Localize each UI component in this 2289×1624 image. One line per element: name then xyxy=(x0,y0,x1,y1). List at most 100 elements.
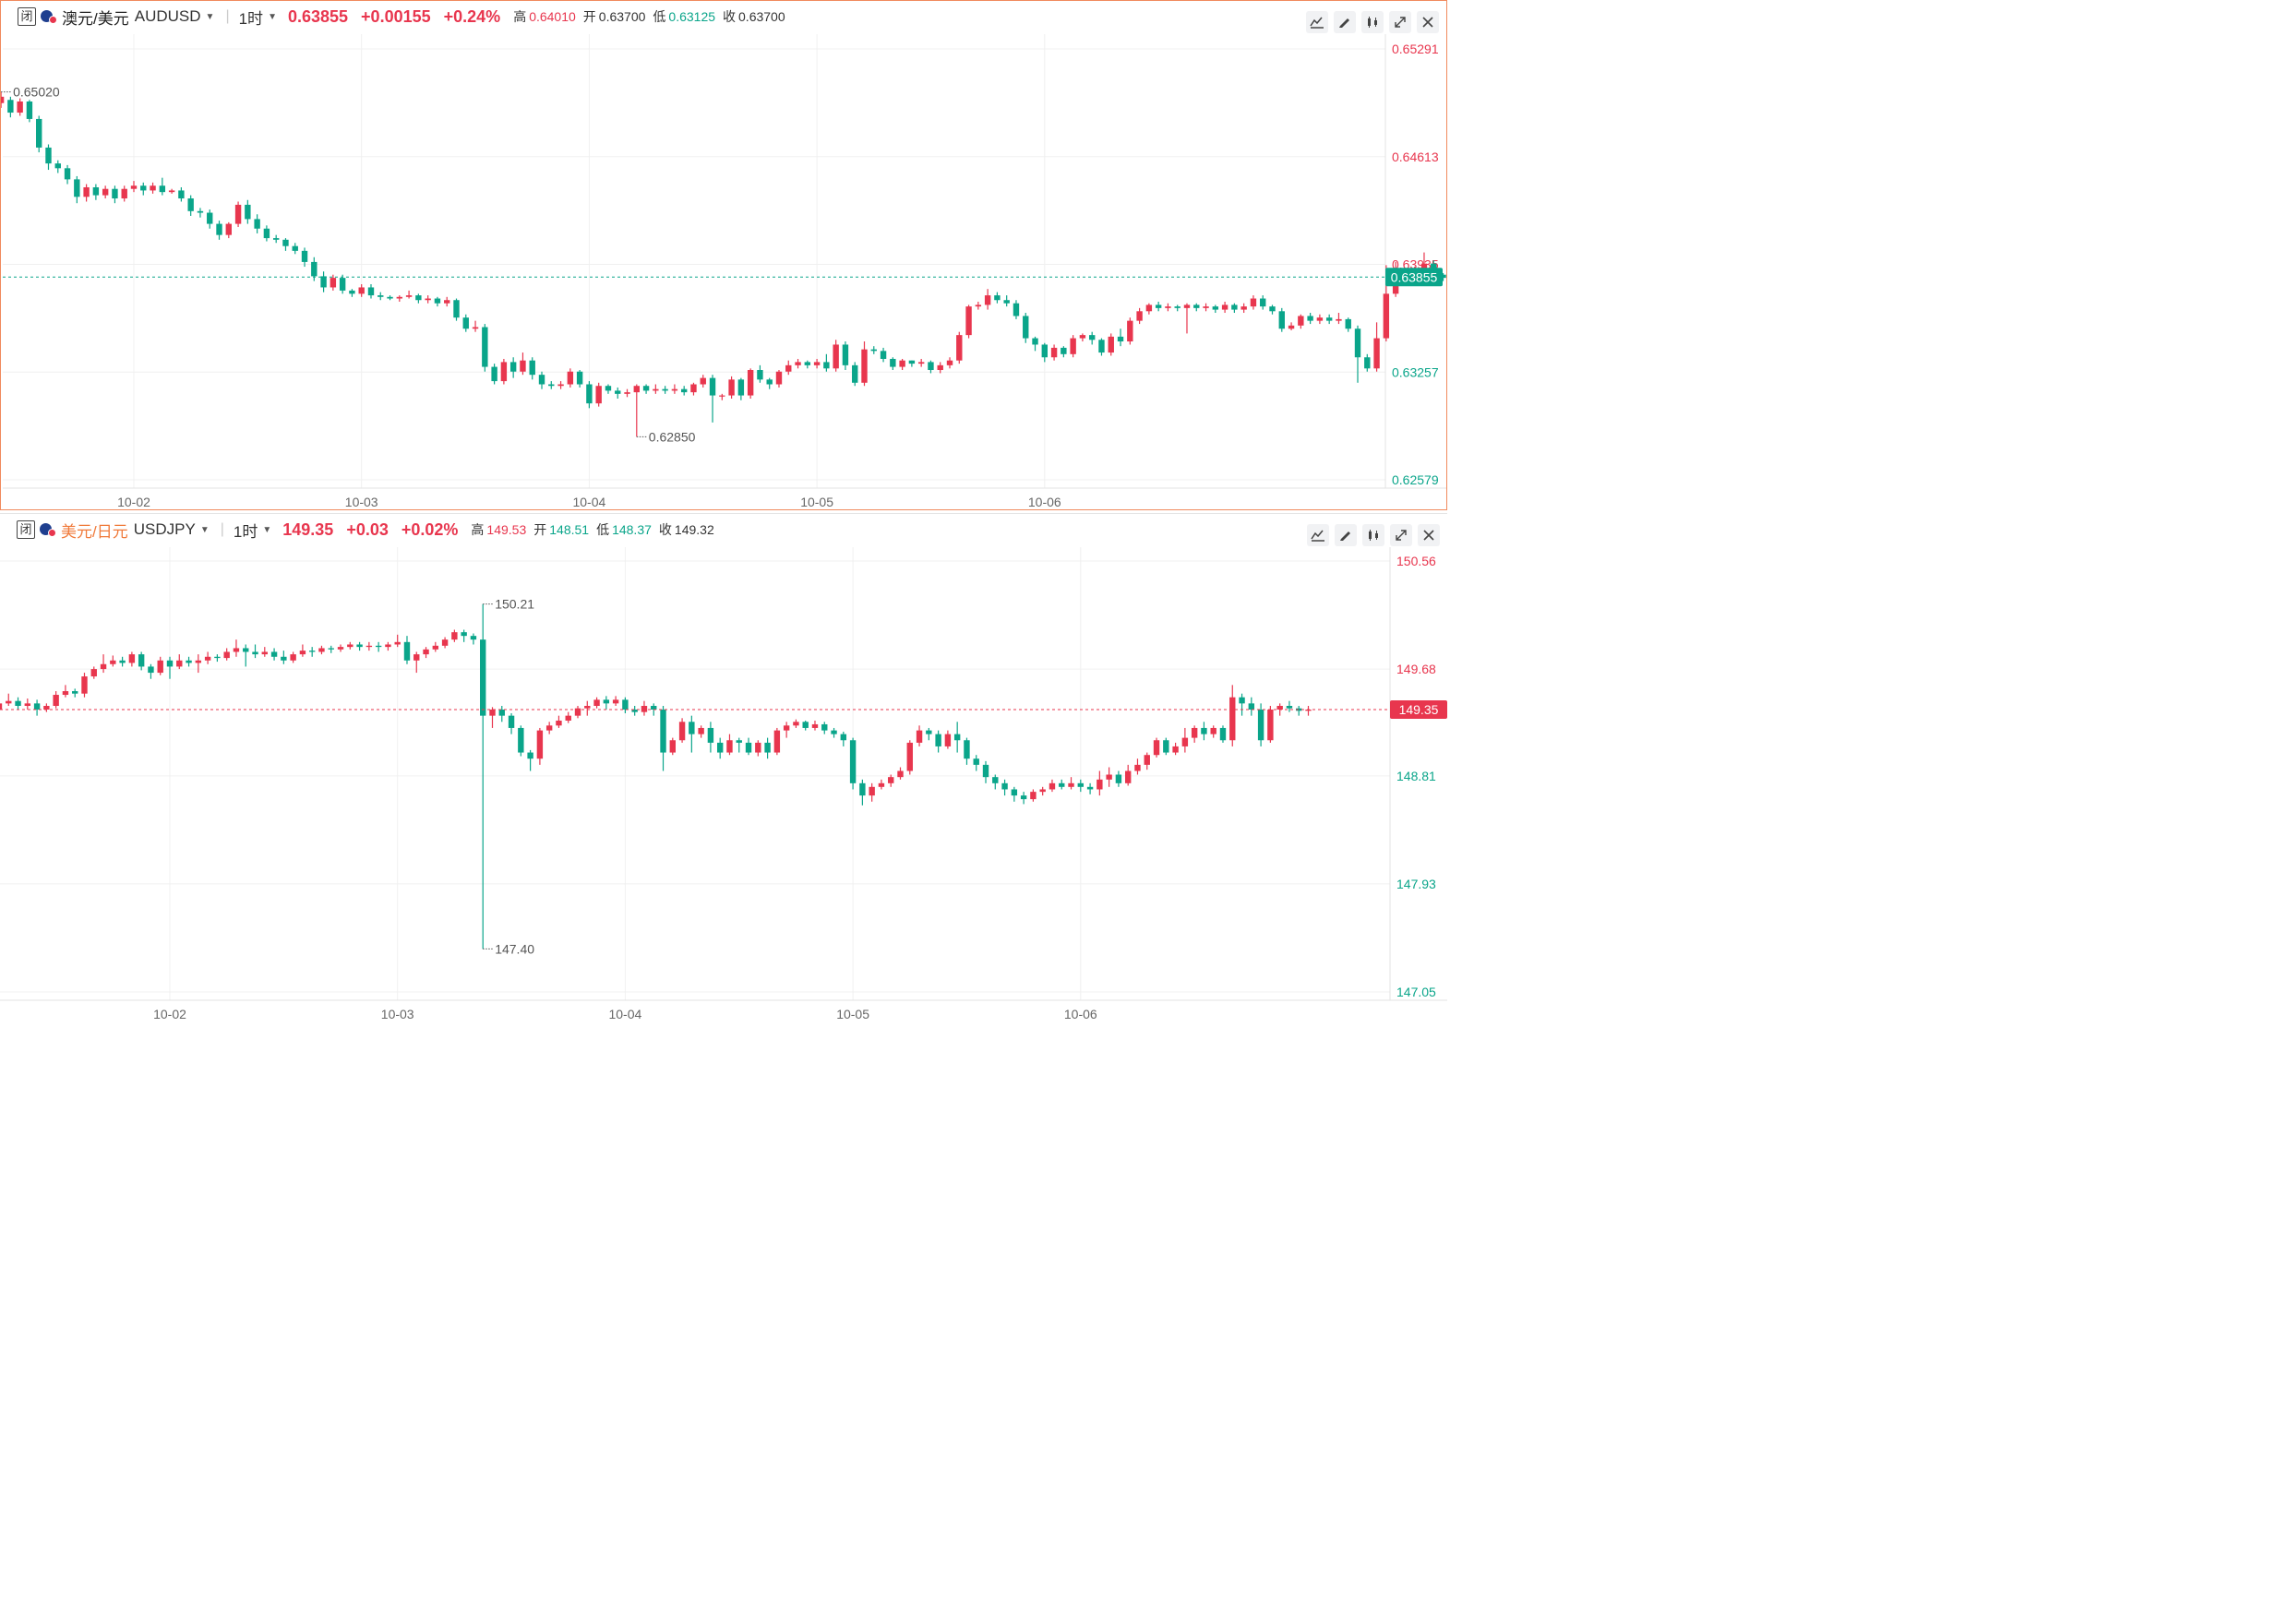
expand-icon[interactable] xyxy=(1390,524,1412,546)
candle-body xyxy=(1286,705,1293,709)
usdjpy-candlestick-chart[interactable]: 150.56 149.68 148.81 147.93 147.05 10-02 10-03… xyxy=(0,514,1447,1028)
candle-body xyxy=(339,278,346,291)
candle-body xyxy=(859,782,866,796)
candle-body xyxy=(498,709,505,716)
candle-body xyxy=(491,366,497,382)
candle xyxy=(1153,737,1160,758)
pair-dropdown-icon[interactable]: ▼ xyxy=(199,524,210,535)
candle-body xyxy=(1383,293,1390,339)
candle xyxy=(1345,317,1351,332)
candle-body xyxy=(747,370,754,396)
candle-body xyxy=(462,317,469,329)
candle-body xyxy=(937,364,943,371)
candle xyxy=(631,705,638,716)
candle xyxy=(1250,295,1257,310)
close-icon[interactable] xyxy=(1418,524,1440,546)
candle-body xyxy=(1115,774,1122,783)
candle xyxy=(356,641,363,651)
candle xyxy=(785,360,792,376)
candle-body xyxy=(1325,317,1333,321)
candle-body xyxy=(378,295,384,297)
candle-body xyxy=(112,188,118,199)
candle-body xyxy=(216,223,222,235)
candle xyxy=(498,705,505,722)
candle xyxy=(53,691,59,709)
compare-icon[interactable] xyxy=(1362,524,1384,546)
candle-body xyxy=(415,295,422,301)
candle-body xyxy=(441,639,449,646)
candle-body xyxy=(545,725,553,731)
candle-body xyxy=(707,727,714,743)
candle-body xyxy=(1181,737,1189,746)
pair-name[interactable]: 澳元/美元 xyxy=(62,9,129,28)
candle-body xyxy=(311,261,318,277)
close-icon[interactable] xyxy=(1417,11,1439,33)
candle xyxy=(375,641,382,652)
candle xyxy=(121,185,127,202)
candle-body xyxy=(43,705,50,710)
candle-body xyxy=(272,238,280,240)
candle-body xyxy=(299,651,306,655)
candle xyxy=(795,358,801,369)
candle-body xyxy=(821,723,828,731)
expand-icon[interactable] xyxy=(1389,11,1411,33)
candle-body xyxy=(574,708,581,716)
candle xyxy=(622,697,629,713)
candle xyxy=(204,651,211,664)
draw-icon[interactable] xyxy=(1335,524,1357,546)
indicator-icon[interactable] xyxy=(1307,524,1329,546)
candle-body xyxy=(965,306,972,336)
candle xyxy=(1229,685,1236,746)
candle xyxy=(1061,346,1067,358)
candle-body xyxy=(157,660,163,674)
candle xyxy=(1239,693,1245,716)
last-price: 0.63855 xyxy=(287,6,349,26)
candle-body xyxy=(64,168,71,180)
period-dropdown-icon[interactable]: ▼ xyxy=(268,11,277,22)
candle xyxy=(1288,322,1295,330)
candle xyxy=(965,304,972,339)
audusd-candlestick-chart[interactable]: 0.652910.646130.639350.632570.6257910-02… xyxy=(1,1,1446,509)
draw-icon[interactable] xyxy=(1334,11,1356,33)
candle xyxy=(378,292,384,301)
pair-code[interactable]: AUDUSD xyxy=(134,7,201,25)
candle xyxy=(245,199,251,224)
candle xyxy=(859,779,866,806)
candle-body xyxy=(1193,304,1200,308)
candle xyxy=(1336,313,1342,325)
period-select[interactable]: 1时 xyxy=(233,522,258,541)
candle xyxy=(1181,727,1189,753)
candle xyxy=(444,296,450,307)
candle-body xyxy=(53,695,59,706)
candle-body xyxy=(1079,335,1086,339)
candle xyxy=(603,696,610,710)
candle xyxy=(1305,705,1312,716)
candle xyxy=(755,740,761,757)
candle-body xyxy=(953,734,961,741)
candle-body xyxy=(605,386,612,391)
indicator-icon[interactable] xyxy=(1306,11,1328,33)
candle-body xyxy=(83,186,90,197)
candle xyxy=(1163,737,1169,756)
candle xyxy=(700,375,706,388)
candle xyxy=(472,320,479,332)
period-select[interactable]: 1时 xyxy=(238,9,264,28)
last-price-tag-label: 0.63855 xyxy=(1391,269,1438,284)
pair-name[interactable]: 美元/日元 xyxy=(61,522,128,541)
pair-dropdown-icon[interactable]: ▼ xyxy=(205,11,215,22)
pair-code[interactable]: USDJPY xyxy=(133,520,196,538)
compare-icon[interactable] xyxy=(1361,11,1384,33)
candle-body xyxy=(973,758,979,765)
max-marker-label: 0.65020 xyxy=(13,85,60,100)
candle-body xyxy=(423,649,429,655)
candle-body xyxy=(1373,338,1380,369)
candle xyxy=(270,648,278,661)
candle-body xyxy=(356,644,363,648)
candle-body xyxy=(1144,755,1150,765)
candle xyxy=(110,655,116,667)
candle xyxy=(281,651,287,664)
candle xyxy=(509,357,517,378)
period-dropdown-icon[interactable]: ▼ xyxy=(262,524,272,535)
candle xyxy=(1030,789,1037,802)
candle-body xyxy=(375,645,382,648)
